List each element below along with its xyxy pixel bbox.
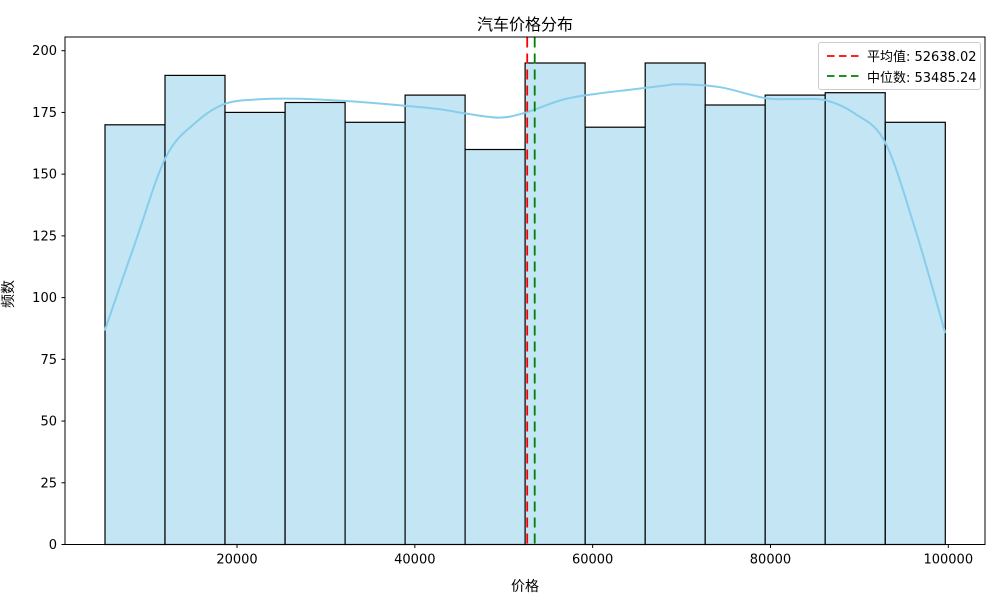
median-dash-sample <box>827 75 859 78</box>
bars-layer <box>104 62 946 546</box>
legend-mean-text: 平均值: 52638.02 <box>867 50 977 66</box>
y-tick-label: 50 <box>40 415 57 430</box>
kde-curve <box>104 83 946 334</box>
y-tick-label: 175 <box>32 106 57 121</box>
histogram-bar <box>704 104 766 546</box>
histogram-bar <box>344 121 406 546</box>
legend-item-mean: 平均值: 52638.02 <box>826 46 977 65</box>
y-tick-label: 25 <box>40 476 57 491</box>
y-tick-label: 0 <box>49 538 57 553</box>
histogram-bar <box>164 74 226 546</box>
legend: 平均值: 52638.02 中位数: 53485.24 <box>818 42 981 90</box>
x-axis-label: 价格 <box>511 579 539 595</box>
y-tick-label: 125 <box>32 229 57 244</box>
y-tick-label: 200 <box>32 44 57 59</box>
x-tick-label: 100000 <box>923 553 973 568</box>
chart-title: 汽车价格分布 <box>476 15 573 34</box>
histogram-bar <box>224 111 286 546</box>
histogram-bar <box>884 121 946 546</box>
histogram-bar <box>404 94 466 546</box>
y-tick-label: 150 <box>32 168 57 183</box>
histogram-bar <box>764 94 826 546</box>
plot-frame <box>64 36 986 545</box>
x-tick-label: 80000 <box>750 553 791 568</box>
kde-curve-layer <box>104 83 946 334</box>
histogram-bar <box>584 126 646 546</box>
histogram-bar <box>644 62 706 546</box>
histogram-bar <box>824 92 886 546</box>
histogram-bar <box>464 148 526 546</box>
y-axis-label: 频数 <box>1 280 17 308</box>
y-tick-label: 100 <box>32 291 57 306</box>
legend-item-median: 中位数: 53485.24 <box>826 67 977 86</box>
mean-dash-sample <box>827 54 859 57</box>
stat-lines-layer <box>526 37 536 545</box>
legend-median-text: 中位数: 53485.24 <box>867 70 977 86</box>
axes-layer: 0 25 50 75 100 125 150 175 200 20000 40000 60000 800… <box>32 36 986 568</box>
histogram-bar <box>284 101 346 546</box>
x-tick-label: 20000 <box>216 553 257 568</box>
x-tick-label: 60000 <box>572 553 613 568</box>
x-tick-label: 40000 <box>394 553 435 568</box>
y-tick-label: 75 <box>40 353 57 368</box>
histogram-bar <box>104 124 166 546</box>
